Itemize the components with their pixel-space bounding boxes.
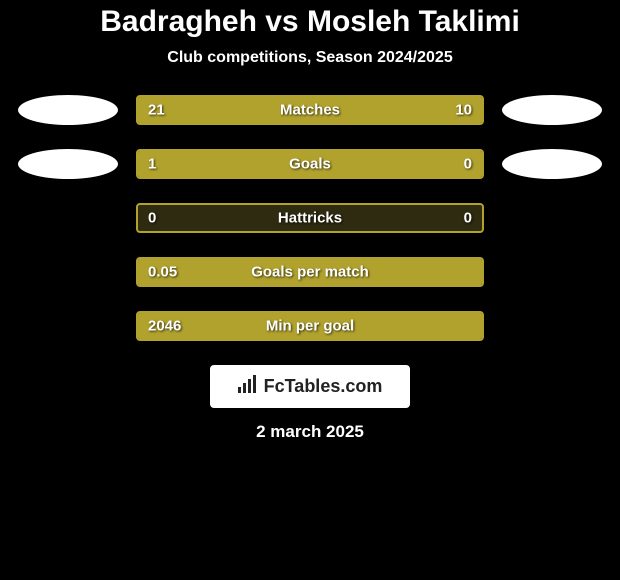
stat-row: 1 0 Goals bbox=[0, 149, 620, 179]
page-subtitle: Club competitions, Season 2024/2025 bbox=[0, 49, 620, 67]
comparison-infographic: Badragheh vs Mosleh Taklimi Club competi… bbox=[0, 0, 620, 442]
stat-label: Goals bbox=[289, 156, 331, 173]
page-title: Badragheh vs Mosleh Taklimi bbox=[0, 5, 620, 39]
brand-badge: FcTables.com bbox=[210, 365, 411, 408]
player-left-avatar bbox=[18, 95, 118, 125]
stat-label: Matches bbox=[280, 102, 340, 119]
player-right-avatar bbox=[502, 95, 602, 125]
date-text: 2 march 2025 bbox=[0, 422, 620, 442]
stat-bar-fill-left bbox=[138, 151, 413, 177]
stat-row: 2046 Min per goal bbox=[0, 311, 620, 341]
stat-value-left: 21 bbox=[148, 102, 165, 119]
stat-value-right: 0 bbox=[464, 156, 472, 173]
stat-value-right: 10 bbox=[455, 102, 472, 119]
stat-rows: 2110Matches10Goals00Hattricks0.05Goals p… bbox=[0, 95, 620, 341]
stat-bar: 21 10 Matches bbox=[136, 95, 484, 125]
stat-row: 21 10 Matches bbox=[0, 95, 620, 125]
stat-value-left: 0 bbox=[148, 210, 156, 227]
stat-label: Min per goal bbox=[266, 318, 354, 335]
stat-row: 0 0 Hattricks bbox=[0, 203, 620, 233]
stat-value-left: 0.05 bbox=[148, 264, 177, 281]
player-right-avatar bbox=[502, 149, 602, 179]
stat-bar: 1 0 Goals bbox=[136, 149, 484, 179]
stat-row: 0.05 Goals per match bbox=[0, 257, 620, 287]
stat-bar: 0.05 Goals per match bbox=[136, 257, 484, 287]
stat-value-left: 2046 bbox=[148, 318, 181, 335]
stat-label: Hattricks bbox=[278, 210, 342, 227]
stat-bar: 2046 Min per goal bbox=[136, 311, 484, 341]
bar-chart-icon bbox=[238, 375, 258, 398]
stat-value-left: 1 bbox=[148, 156, 156, 173]
stat-value-right: 0 bbox=[464, 210, 472, 227]
brand-text: FcTables.com bbox=[264, 376, 383, 397]
brand-row: FcTables.com bbox=[0, 365, 620, 408]
stat-bar: 0 0 Hattricks bbox=[136, 203, 484, 233]
stat-label: Goals per match bbox=[251, 264, 369, 281]
player-left-avatar bbox=[18, 149, 118, 179]
